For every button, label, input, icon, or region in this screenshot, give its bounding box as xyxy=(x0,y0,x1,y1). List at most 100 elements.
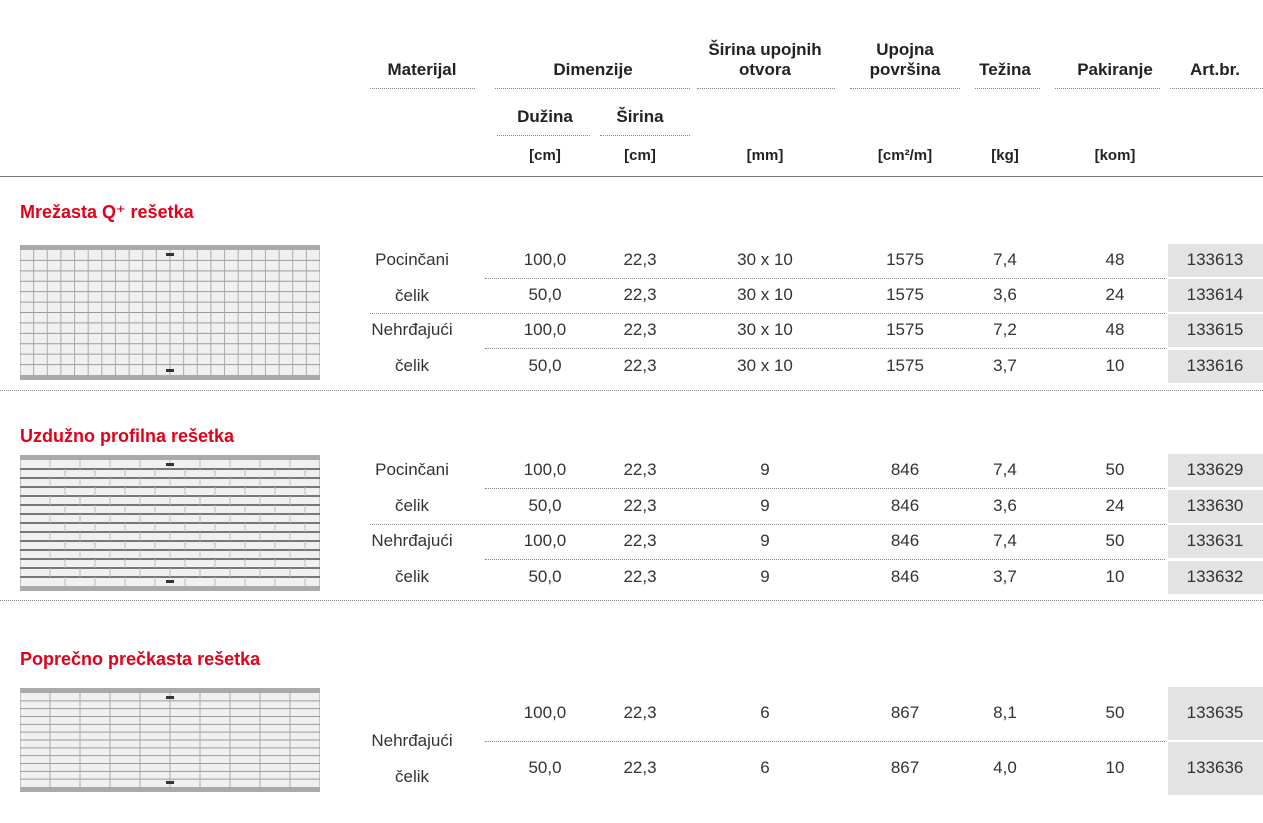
value-cell: 100,0 xyxy=(523,250,567,269)
article-number: 133616 xyxy=(1186,356,1244,375)
product-image xyxy=(20,454,320,591)
value-cell: 30 x 10 xyxy=(737,320,793,339)
value-cell: 7,4 xyxy=(993,531,1017,550)
value-cell: 9 xyxy=(760,460,770,479)
value-cell: 48 xyxy=(1105,320,1125,339)
art-cell xyxy=(1168,278,1263,312)
column-header: Art.br. xyxy=(1189,60,1241,79)
unit-label: [mm] xyxy=(746,147,784,164)
value-cell: 24 xyxy=(1105,285,1125,304)
value-cell: 9 xyxy=(760,567,770,586)
value-cell: 9 xyxy=(760,531,770,550)
dotted-rule xyxy=(0,390,1263,391)
value-cell: 30 x 10 xyxy=(737,356,793,375)
art-cell xyxy=(1168,524,1263,558)
value-cell: 22,3 xyxy=(623,460,657,479)
column-header: Težina xyxy=(979,60,1031,79)
product-image xyxy=(20,687,320,792)
dotted-rule xyxy=(370,88,475,89)
value-cell: 4,0 xyxy=(993,758,1017,777)
value-cell: 22,3 xyxy=(623,567,657,586)
value-cell: 50,0 xyxy=(528,285,562,304)
value-cell: 10 xyxy=(1105,758,1125,777)
value-cell: 7,4 xyxy=(993,250,1017,269)
value-cell: 846 xyxy=(890,460,920,479)
material-label: Pocinčani čelik xyxy=(375,249,449,305)
value-cell: 1575 xyxy=(886,285,924,304)
value-cell: 3,6 xyxy=(993,496,1017,515)
value-cell: 7,4 xyxy=(993,460,1017,479)
value-cell: 846 xyxy=(890,567,920,586)
section-title: Poprečno prečkasta rešetka xyxy=(20,649,261,669)
value-cell: 846 xyxy=(890,496,920,515)
value-cell: 22,3 xyxy=(623,496,657,515)
value-cell: 867 xyxy=(890,703,920,722)
value-cell: 8,1 xyxy=(993,703,1017,722)
dotted-rule xyxy=(975,88,1040,89)
dotted-rule xyxy=(495,88,690,89)
material-label: Nehrđajući čelik xyxy=(371,730,453,786)
article-number: 133632 xyxy=(1186,567,1244,586)
unit-label: [kg] xyxy=(991,147,1019,164)
value-cell: 100,0 xyxy=(523,460,567,479)
article-number: 133629 xyxy=(1186,460,1244,479)
dotted-rule xyxy=(370,523,1165,525)
value-cell: 3,7 xyxy=(993,356,1017,375)
art-cell xyxy=(1168,313,1263,347)
material-label: Nehrđajući čelik xyxy=(371,320,453,375)
section-title: Uzdužno profilna rešetka xyxy=(20,426,235,446)
dotted-rule xyxy=(1170,88,1263,89)
value-cell: 22,3 xyxy=(623,250,657,269)
value-cell: 100,0 xyxy=(523,531,567,550)
article-number: 133636 xyxy=(1186,758,1244,777)
value-cell: 50,0 xyxy=(528,496,562,515)
article-number: 133614 xyxy=(1186,285,1244,304)
value-cell: 50,0 xyxy=(528,758,562,777)
value-cell: 3,6 xyxy=(993,285,1017,304)
value-cell: 10 xyxy=(1105,356,1125,375)
dotted-rule xyxy=(485,487,1165,489)
value-cell: 1575 xyxy=(886,356,924,375)
art-cell xyxy=(1168,741,1263,795)
material-label: Pocinčani čelik xyxy=(375,460,449,515)
value-cell: 1575 xyxy=(886,250,924,269)
art-cell xyxy=(1168,560,1263,594)
art-cell xyxy=(1168,686,1263,740)
dotted-rule xyxy=(1055,88,1160,89)
column-header: Pakiranje xyxy=(1077,60,1153,79)
dotted-rule xyxy=(0,600,1263,601)
dotted-rule xyxy=(485,740,1165,742)
value-cell: 48 xyxy=(1105,250,1125,269)
dotted-rule xyxy=(697,88,835,89)
column-header: Širina xyxy=(616,107,664,126)
article-number: 133613 xyxy=(1186,250,1244,269)
value-cell: 22,3 xyxy=(623,758,657,777)
unit-label: [kom] xyxy=(1094,147,1136,164)
value-cell: 50,0 xyxy=(528,567,562,586)
column-header: Širina upojnih otvora xyxy=(708,40,822,79)
art-cell xyxy=(1168,243,1263,277)
value-cell: 30 x 10 xyxy=(737,285,793,304)
art-cell xyxy=(1168,453,1263,487)
value-cell: 22,3 xyxy=(623,320,657,339)
value-cell: 50,0 xyxy=(528,356,562,375)
value-cell: 10 xyxy=(1105,567,1125,586)
value-cell: 22,3 xyxy=(623,531,657,550)
value-cell: 22,3 xyxy=(623,703,657,722)
column-header: Materijal xyxy=(387,60,457,79)
value-cell: 6 xyxy=(760,703,770,722)
column-header: Upojna površina xyxy=(869,40,941,79)
section-title: Mrežasta Q⁺ rešetka xyxy=(20,202,194,222)
value-cell: 100,0 xyxy=(523,703,567,722)
column-header: Dimenzije xyxy=(553,60,633,79)
value-cell: 1575 xyxy=(886,320,924,339)
unit-label: [cm] xyxy=(529,147,561,164)
material-label: Nehrđajući čelik xyxy=(371,531,453,586)
column-header: Dužina xyxy=(517,107,573,126)
article-number: 133631 xyxy=(1186,531,1244,550)
value-cell: 6 xyxy=(760,758,770,777)
dotted-rule xyxy=(370,312,1165,314)
unit-label: [cm²/m] xyxy=(877,147,933,164)
unit-label: [cm] xyxy=(624,147,656,164)
art-cell xyxy=(1168,489,1263,523)
